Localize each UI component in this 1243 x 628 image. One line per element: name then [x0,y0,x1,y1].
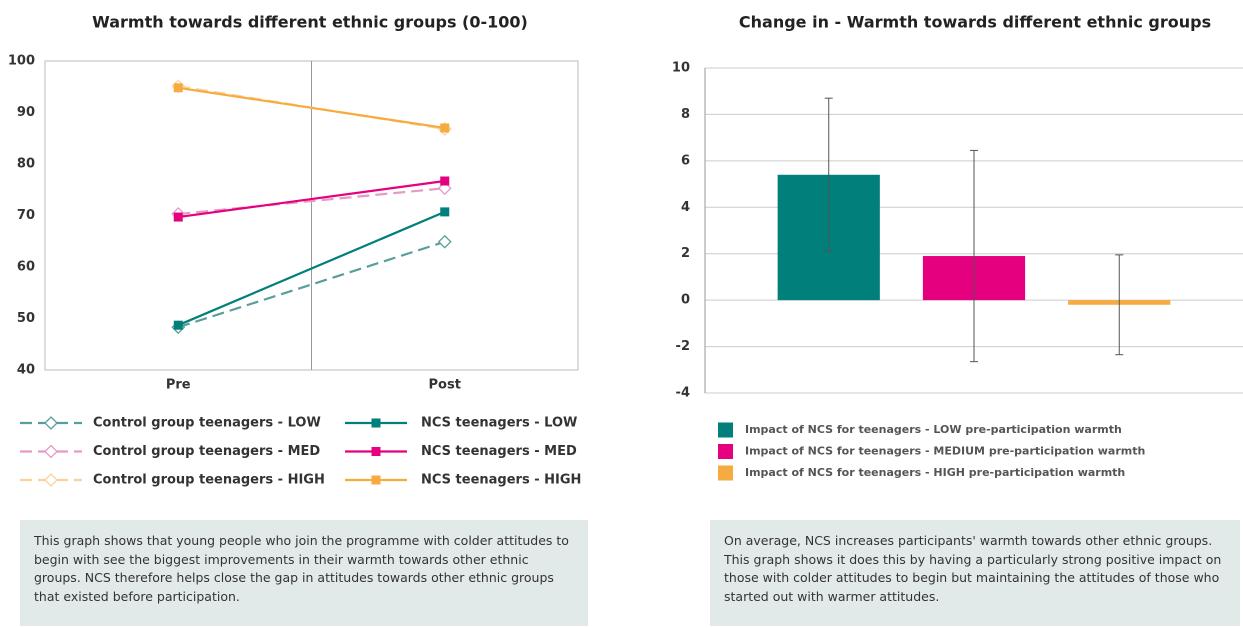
chart-title: Change in - Warmth towards different eth… [739,13,1211,32]
legend-label: Impact of NCS for teenagers - LOW pre-pa… [745,423,1122,436]
legend-marker [371,447,381,456]
y-tick-label: 0 [681,293,690,308]
marker [440,207,450,217]
y-tick-label: -2 [676,339,690,354]
y-tick-label: 90 [17,105,35,120]
legend-marker [44,416,58,430]
legend-swatch [718,465,733,481]
y-tick-label: 6 [681,153,690,168]
y-tick-label: 10 [672,61,690,76]
y-tick-label: 60 [17,260,35,275]
marker [440,123,450,133]
chart-title: Warmth towards different ethnic groups (… [92,13,528,32]
legend-label: NCS teenagers - MED [421,444,577,459]
x-tick-label: Pre [166,378,191,393]
marker [437,234,452,249]
legend-label: Impact of NCS for teenagers - MEDIUM pre… [745,445,1145,458]
y-tick-label: 8 [681,107,690,122]
legend-label: Control group teenagers - MED [93,444,320,459]
series-line [178,187,445,216]
legend-label: Control group teenagers - LOW [93,416,321,431]
y-tick-label: 50 [17,311,35,326]
y-tick-label: 40 [17,363,35,378]
legend-marker [44,444,58,459]
marker [173,320,183,330]
legend-marker [371,418,381,428]
y-tick-label: 4 [681,200,690,215]
y-tick-label: 80 [17,157,35,172]
legend-marker [371,475,381,485]
marker [173,212,183,222]
series-line [177,240,446,329]
caption: This graph shows that young people who j… [20,520,588,626]
series-line [177,210,446,327]
legend-swatch [718,422,733,438]
y-tick-label: 2 [681,246,690,261]
legend-marker [44,473,58,487]
series-line [178,86,445,130]
y-tick-label: 70 [17,208,35,223]
series-line [178,179,445,219]
marker [173,83,183,93]
caption: On average, NCS increases participants' … [710,520,1240,626]
y-tick-label: 100 [8,54,35,69]
legend-label: Impact of NCS for teenagers - HIGH pre-p… [745,466,1125,479]
y-tick-label: -4 [676,386,690,401]
legend-swatch [718,444,733,459]
legend-label: NCS teenagers - LOW [421,416,577,431]
marker [440,176,450,186]
legend-label: NCS teenagers - HIGH [421,473,581,488]
x-tick-label: Post [429,378,461,393]
legend-label: Control group teenagers - HIGH [93,473,325,488]
